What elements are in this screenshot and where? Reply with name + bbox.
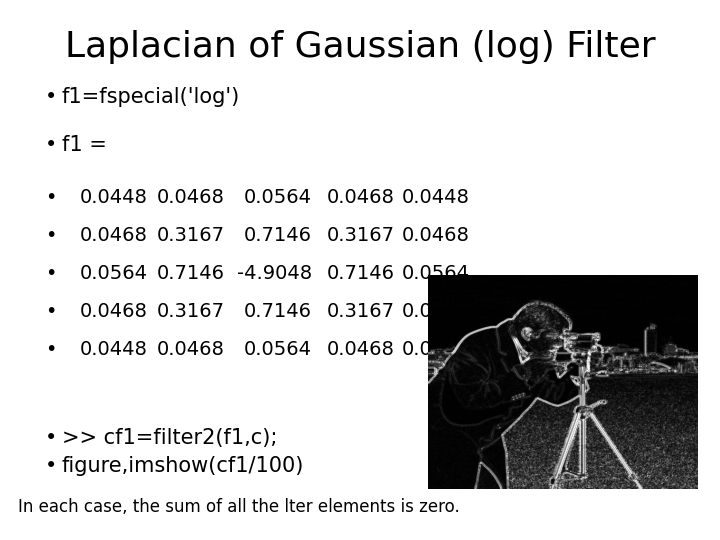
Text: figure,imshow(cf1/100): figure,imshow(cf1/100) [62,456,305,476]
Text: 0.0448: 0.0448 [80,188,148,207]
Text: -4.9048: -4.9048 [237,264,312,283]
Text: 0.0564: 0.0564 [80,264,148,283]
Text: 0.0448: 0.0448 [80,340,148,359]
Text: •: • [45,428,58,448]
Text: 0.0468: 0.0468 [157,340,225,359]
Text: •: • [45,264,56,283]
Text: >> cf1=filter2(f1,c);: >> cf1=filter2(f1,c); [62,428,277,448]
Text: •: • [45,340,56,359]
Text: •: • [45,302,56,321]
Text: 0.3167: 0.3167 [327,226,395,245]
Text: 0.3167: 0.3167 [157,302,225,321]
Text: •: • [45,188,56,207]
Text: 0.0468: 0.0468 [327,188,395,207]
Text: 0.7146: 0.7146 [157,264,225,283]
Text: 0.0468: 0.0468 [80,302,148,321]
Text: 0.3167: 0.3167 [327,302,395,321]
Text: Laplacian of Gaussian (log) Filter: Laplacian of Gaussian (log) Filter [65,30,655,64]
Text: •: • [45,226,56,245]
Text: 0.7146: 0.7146 [327,264,395,283]
Text: 0.0448: 0.0448 [402,188,470,207]
Text: 0.0468: 0.0468 [327,340,395,359]
Text: 0.7146: 0.7146 [244,226,312,245]
Text: •: • [45,87,58,107]
Text: •: • [45,135,58,155]
Text: 0.0564: 0.0564 [244,340,312,359]
Text: 0.0564: 0.0564 [244,188,312,207]
Text: 0.7146: 0.7146 [244,302,312,321]
Text: 0.0468: 0.0468 [157,188,225,207]
Text: 0.0468: 0.0468 [402,226,470,245]
Text: 0.3167: 0.3167 [157,226,225,245]
Text: 0.0468: 0.0468 [80,226,148,245]
Text: 0.0448: 0.0448 [402,340,470,359]
Text: f1=fspecial('log'): f1=fspecial('log') [62,87,240,107]
Text: •: • [45,456,58,476]
Text: 0.0468: 0.0468 [402,302,470,321]
Text: In each case, the sum of all the lter elements is zero.: In each case, the sum of all the lter el… [18,498,460,516]
Text: f1 =: f1 = [62,135,107,155]
Text: 0.0564: 0.0564 [402,264,470,283]
